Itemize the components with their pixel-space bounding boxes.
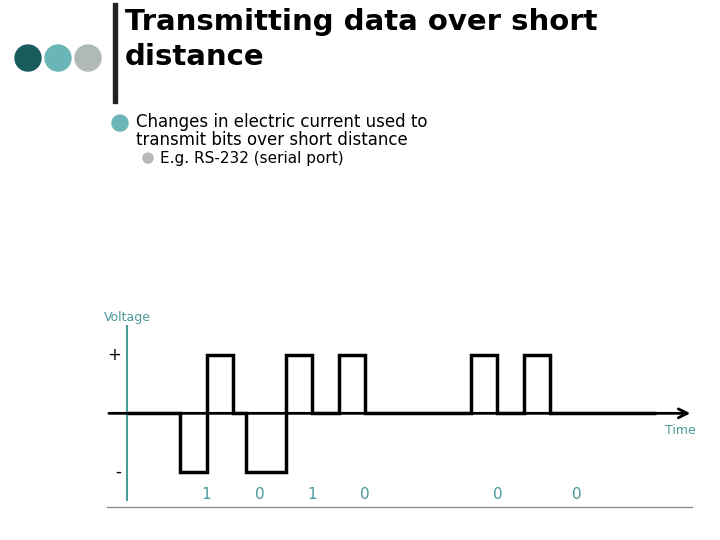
Text: 0: 0 — [361, 487, 370, 502]
Circle shape — [45, 45, 71, 71]
Text: E.g. RS-232 (serial port): E.g. RS-232 (serial port) — [160, 151, 343, 166]
Text: -: - — [115, 463, 121, 481]
Text: 1: 1 — [307, 487, 317, 502]
Text: Changes in electric current used to: Changes in electric current used to — [136, 113, 428, 131]
Text: 1: 1 — [202, 487, 212, 502]
Text: Transmitting data over short: Transmitting data over short — [125, 8, 598, 36]
Text: Time: Time — [665, 424, 696, 437]
Text: distance: distance — [125, 43, 265, 71]
Circle shape — [143, 153, 153, 163]
Text: 0: 0 — [255, 487, 264, 502]
Text: 0: 0 — [572, 487, 582, 502]
Text: 0: 0 — [492, 487, 503, 502]
Text: Voltage: Voltage — [104, 310, 150, 324]
Circle shape — [15, 45, 41, 71]
Circle shape — [112, 115, 128, 131]
Bar — [113, 3, 117, 103]
Text: transmit bits over short distance: transmit bits over short distance — [136, 131, 408, 149]
Text: +: + — [107, 346, 121, 364]
Circle shape — [75, 45, 101, 71]
